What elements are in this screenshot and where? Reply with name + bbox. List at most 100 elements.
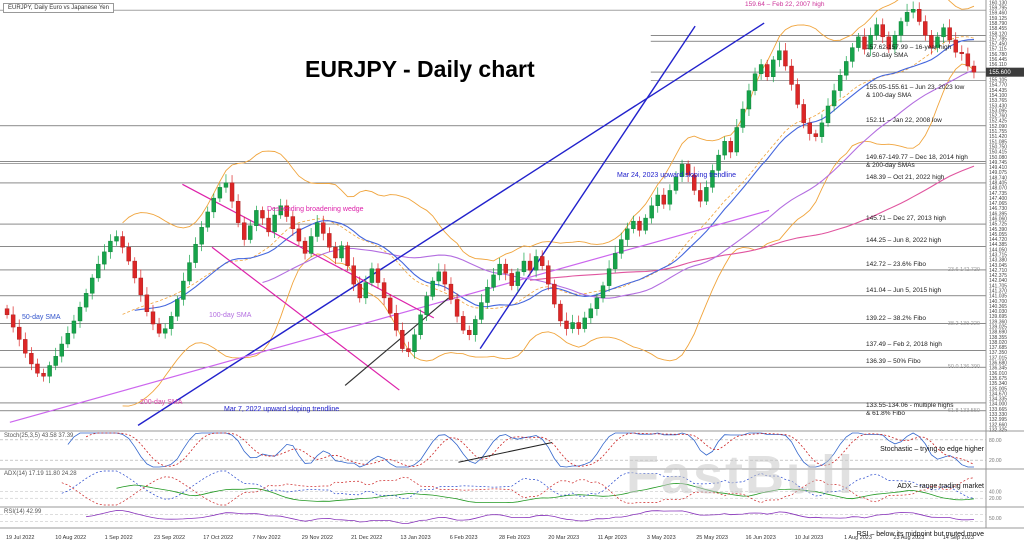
price-tick-label: 139.025 — [989, 325, 1007, 331]
price-tick-label: 149.745 — [989, 160, 1007, 166]
candle-body — [10, 314, 16, 328]
price-tick-label: 136.345 — [989, 366, 1007, 372]
candle-body — [314, 222, 320, 237]
candle-body — [917, 9, 922, 22]
price-tick-label: 135.675 — [989, 376, 1007, 382]
candle-body — [418, 314, 423, 335]
price-tick-label: 156.780 — [989, 52, 1007, 58]
indicator-axis-label: 80.00 — [989, 438, 1002, 444]
indicator-axis-label: 20.00 — [989, 458, 1002, 464]
candle-body — [254, 210, 259, 226]
candle-body — [284, 205, 289, 217]
price-tick-label: 140.365 — [989, 304, 1007, 310]
price-tick-label: 151.085 — [989, 139, 1007, 145]
candle-body — [150, 311, 156, 325]
candle-body — [89, 277, 95, 294]
candle-body — [941, 27, 946, 38]
indicator-axis-label: 50.00 — [989, 516, 1002, 522]
minor-black-trendline — [344, 297, 450, 386]
price-tick-label: 141.035 — [989, 294, 1007, 300]
price-tick-label: 148.740 — [989, 175, 1007, 181]
date-tick-label: 7 Nov 2022 — [253, 535, 281, 541]
candle-body — [248, 225, 253, 240]
candle-body — [880, 24, 885, 38]
candle-body — [290, 216, 296, 230]
candle-body — [576, 322, 581, 329]
price-tick-label: 138.355 — [989, 335, 1007, 341]
candle-body — [789, 65, 794, 85]
candle-body — [242, 222, 247, 240]
price-tick-label: 138.690 — [989, 330, 1007, 336]
candle-body — [266, 217, 271, 233]
sma-100 — [262, 69, 975, 299]
candle-body — [144, 294, 150, 312]
candle-body — [509, 273, 514, 286]
candle-body — [710, 170, 715, 188]
price-tick-label: 146.395 — [989, 211, 1007, 217]
candle-body — [947, 27, 952, 41]
candle-body — [102, 251, 107, 265]
price-tick-label: 139.695 — [989, 314, 1007, 320]
candle-body — [844, 61, 849, 76]
date-tick-label: 23 Sep 2022 — [154, 535, 185, 541]
candle-body — [716, 154, 721, 171]
candle-body — [223, 182, 229, 188]
price-tick-label: 145.055 — [989, 232, 1007, 238]
price-axis[interactable] — [986, 0, 1024, 528]
candle-body — [96, 263, 101, 279]
wedge-upper-line — [182, 183, 435, 319]
candle-body — [260, 210, 265, 219]
candle-body — [485, 286, 490, 303]
candle-body — [655, 194, 660, 206]
candle-body — [600, 285, 606, 299]
date-tick-label: 11 Apr 2023 — [598, 535, 627, 541]
candle-body — [187, 262, 192, 282]
price-tick-label: 155.105 — [989, 78, 1007, 84]
mar7-2022-upward-trendline — [137, 22, 765, 426]
time-axis[interactable] — [0, 529, 986, 543]
candle-body — [29, 353, 34, 365]
candle-body — [521, 260, 527, 273]
long-violet-trendline — [9, 209, 770, 423]
last-price-badge — [986, 67, 1024, 77]
rsi-header: RSI(14) 42.99 — [4, 509, 42, 515]
candle-body — [430, 280, 435, 297]
adx-annotation: ADX – range trading market — [897, 483, 984, 490]
candle-body — [892, 35, 898, 50]
candle-body — [83, 293, 89, 308]
candle-body — [619, 239, 624, 254]
candle-body — [120, 236, 125, 248]
candle-body — [272, 214, 277, 233]
candle-body — [497, 263, 502, 276]
price-tick-label: 152.425 — [989, 119, 1007, 125]
candle-body — [692, 174, 697, 191]
date-tick-label: 14 Sep 2023 — [943, 535, 974, 541]
price-tick-label: 154.770 — [989, 83, 1007, 89]
price-tick-label: 145.725 — [989, 222, 1007, 228]
price-tick-label: 144.050 — [989, 247, 1007, 253]
chart-title: EURJPY - Daily chart — [305, 56, 535, 82]
candle-body — [114, 236, 119, 242]
candle-body — [47, 365, 52, 377]
candle-body — [479, 302, 484, 320]
candle-body — [308, 236, 314, 254]
candle-body — [801, 104, 806, 124]
date-tick-label: 25 May 2023 — [696, 535, 728, 541]
candle-body — [831, 90, 837, 107]
candle-body — [467, 329, 472, 335]
candle-body — [327, 233, 332, 248]
candle-body — [345, 245, 350, 266]
candle-body — [637, 220, 642, 231]
price-tick-label: 141.705 — [989, 283, 1007, 289]
date-tick-label: 16 Jun 2023 — [746, 535, 776, 541]
candle-body — [35, 363, 40, 374]
candle-body — [679, 164, 685, 177]
candle-body — [199, 227, 204, 245]
candle-body — [53, 356, 58, 366]
candle-body — [229, 182, 235, 202]
candle-body — [424, 296, 429, 316]
price-tick-label: 150.080 — [989, 155, 1007, 161]
price-tick-label: 157.450 — [989, 42, 1007, 48]
